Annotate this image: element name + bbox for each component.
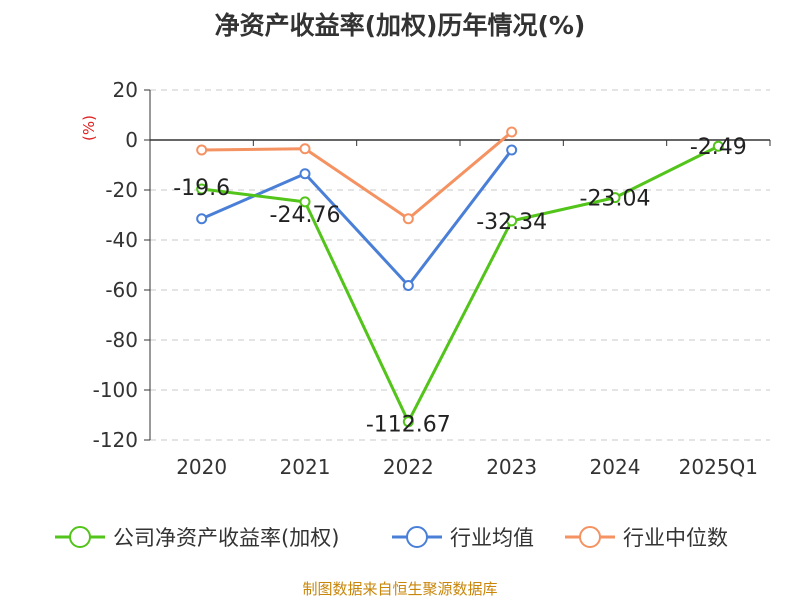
y-tick-label: 0 — [125, 128, 138, 152]
source-note: 制图数据来自恒生聚源数据库 — [302, 580, 498, 598]
legend-item-1[interactable]: 行业均值 — [392, 526, 534, 550]
legend-marker — [406, 526, 428, 548]
y-tick-label: 20 — [113, 78, 138, 102]
y-tick-label: -100 — [93, 378, 138, 402]
y-tick-label: -60 — [105, 278, 138, 302]
data-point — [402, 416, 414, 428]
y-axis-unit: (%) — [80, 115, 98, 141]
series-line-0 — [201, 144, 720, 424]
data-point — [402, 280, 414, 291]
data-point — [299, 143, 311, 155]
data-label: -32.34 — [476, 210, 547, 235]
legend-marker — [69, 526, 91, 548]
data-label: -112.67 — [366, 413, 451, 438]
legend[interactable]: 公司净资产收益率(加权) 行业均值 行业中位数 — [55, 526, 728, 550]
data-label: -19.6 — [173, 176, 230, 201]
x-tick-label: 2024 — [590, 455, 641, 479]
axes: 20 0 -20 -40 -60 -80 -100 -120 (%) 2020 2021 2022 20… — [80, 78, 771, 479]
legend-label: 行业中位数 — [623, 526, 728, 550]
data-label: -24.76 — [270, 203, 341, 228]
data-point — [196, 213, 208, 225]
data-point — [299, 168, 311, 180]
y-tick-label: -20 — [105, 178, 138, 202]
legend-marker — [579, 526, 601, 548]
series-line-2 — [201, 130, 513, 221]
grid-lines — [150, 89, 770, 441]
legend-label: 行业均值 — [450, 526, 534, 550]
x-tick-label: 2022 — [383, 455, 434, 479]
data-point — [196, 183, 208, 195]
legend-item-2[interactable]: 行业中位数 — [565, 526, 728, 550]
data-point — [299, 196, 311, 208]
data-point — [506, 126, 518, 138]
legend-item-0[interactable]: 公司净资产收益率(加权) — [55, 526, 339, 550]
y-tick-label: -80 — [105, 328, 138, 352]
data-labels: -19.6 -24.76 -112.67 -32.34 -23.04 -2.49 — [173, 135, 747, 437]
data-point — [506, 144, 518, 156]
x-tick-label: 2021 — [280, 455, 331, 479]
y-tick-label: -40 — [105, 228, 138, 252]
x-tick-label: 2023 — [486, 455, 537, 479]
x-tick-label: 2025Q1 — [679, 455, 758, 479]
series-lines — [196, 126, 724, 428]
data-point — [712, 140, 724, 152]
x-tick-label: 2020 — [176, 455, 227, 479]
y-tick-label: -120 — [93, 428, 138, 452]
legend-label: 公司净资产收益率(加权) — [113, 526, 339, 550]
data-label: -23.04 — [580, 187, 651, 212]
data-point — [609, 192, 621, 204]
data-point — [196, 144, 208, 156]
data-point — [506, 215, 518, 227]
data-label: -2.49 — [690, 135, 747, 160]
chart-title: 净资产收益率(加权)历年情况(%) — [214, 11, 586, 40]
data-point — [402, 213, 414, 225]
